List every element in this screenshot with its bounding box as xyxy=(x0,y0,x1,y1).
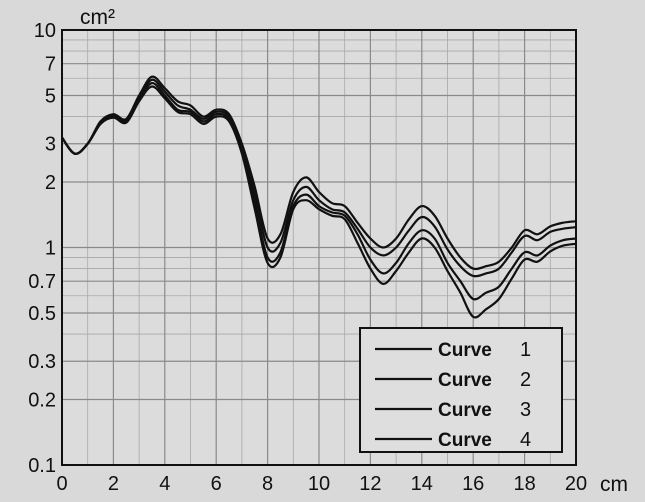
y-tick-label: 0.1 xyxy=(28,455,56,477)
series-line-curve-1 xyxy=(61,75,577,271)
y-axis-unit: cm² xyxy=(80,6,115,29)
legend-number: 1 xyxy=(520,339,531,361)
x-tick-label: 14 xyxy=(411,473,433,495)
y-tick-label: 2 xyxy=(45,172,56,194)
legend-number: 2 xyxy=(520,369,531,391)
y-tick-label: 10 xyxy=(34,20,56,42)
x-tick-label: 2 xyxy=(108,473,119,495)
legend-label: Curve xyxy=(438,400,492,421)
legend-label: Curve xyxy=(438,370,492,391)
legend-number: 4 xyxy=(520,429,531,451)
x-axis-unit: cm xyxy=(600,473,628,496)
x-tick-label: 16 xyxy=(462,473,484,495)
y-axis-tick-labels: 10 7 5 3 2 1 0.7 0.5 0.3 0.2 0.1 xyxy=(28,20,56,477)
y-tick-label: 0.5 xyxy=(28,303,56,325)
y-tick-label: 3 xyxy=(45,134,56,156)
series-line-curve-2 xyxy=(61,78,577,278)
y-tick-label: 7 xyxy=(45,54,56,76)
series-lines xyxy=(61,75,577,319)
legend-label: Curve xyxy=(438,340,492,361)
x-tick-label: 0 xyxy=(56,473,67,495)
x-tick-label: 6 xyxy=(211,473,222,495)
y-tick-label: 1 xyxy=(45,238,56,260)
legend-number: 3 xyxy=(520,399,531,421)
legend: Curve 1 Curve 2 Curve 3 Curve 4 xyxy=(359,327,563,453)
x-axis-tick-labels: 0 2 4 6 8 10 12 14 16 18 20 xyxy=(56,473,587,495)
y-tick-label: 0.2 xyxy=(28,390,56,412)
y-tick-label: 0.7 xyxy=(28,271,56,293)
series-line-curve-3 xyxy=(61,82,577,301)
y-tick-label: 0.3 xyxy=(28,351,56,373)
x-tick-label: 10 xyxy=(308,473,330,495)
y-tick-label: 5 xyxy=(45,85,56,107)
x-tick-label: 20 xyxy=(565,473,587,495)
x-tick-label: 18 xyxy=(513,473,535,495)
legend-label: Curve xyxy=(438,430,492,451)
x-tick-label: 4 xyxy=(159,473,170,495)
x-tick-label: 8 xyxy=(262,473,273,495)
series-line-curve-4 xyxy=(61,85,577,319)
x-tick-label: 12 xyxy=(359,473,381,495)
plot-frame xyxy=(61,29,577,466)
